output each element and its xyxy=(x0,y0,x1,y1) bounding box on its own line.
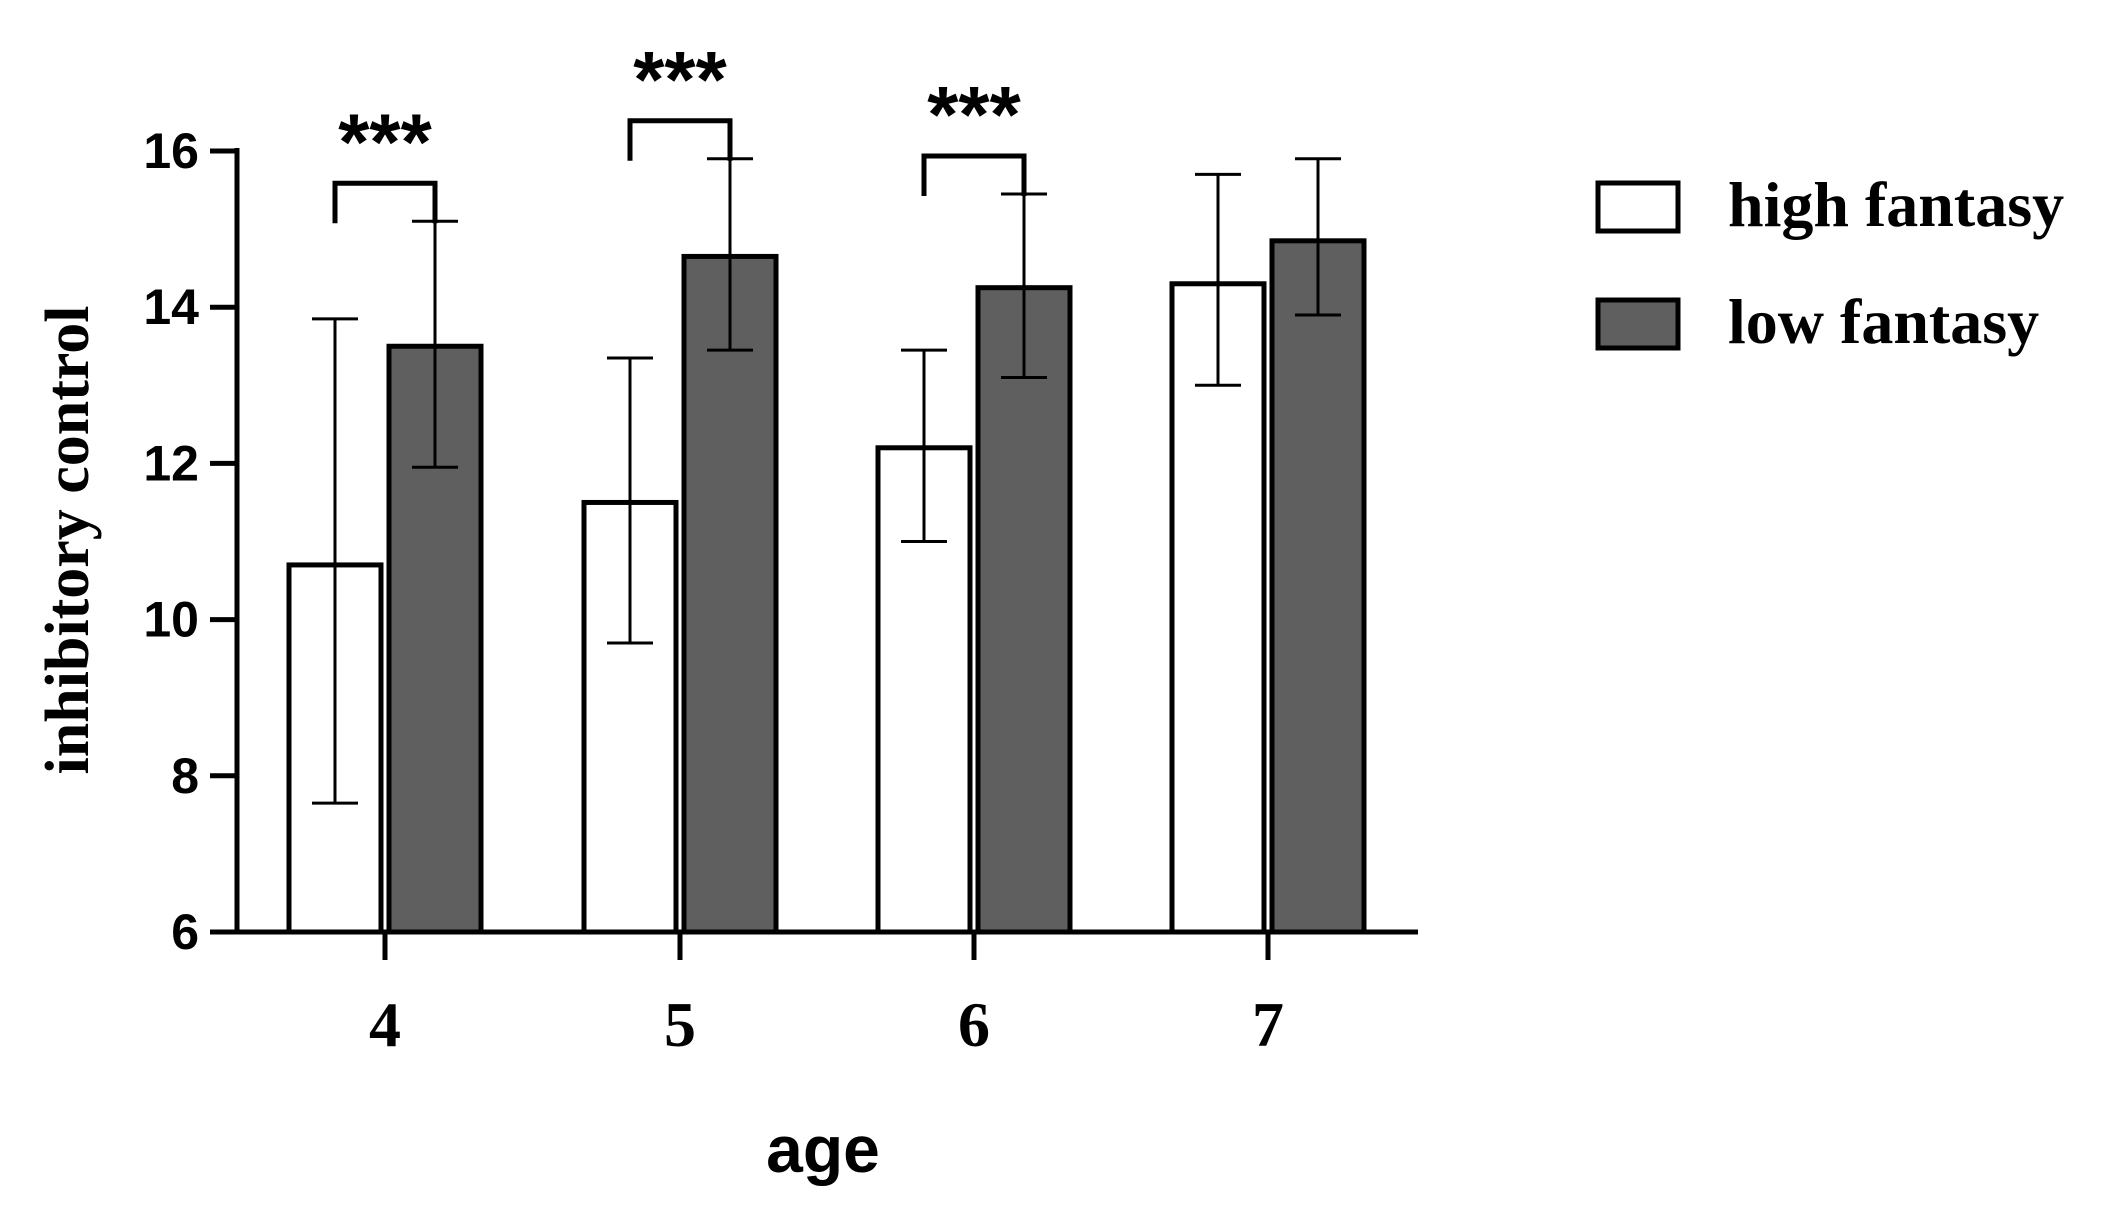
y-tick-label: 6 xyxy=(171,904,199,960)
legend-swatch xyxy=(1595,297,1681,351)
significance-label: *** xyxy=(927,70,1021,159)
axes: 6 8 10 12 14 16 4 5 6 7 xyxy=(143,123,1418,1060)
significance-bracket-age-4: *** xyxy=(332,97,438,224)
significance-label: *** xyxy=(633,35,727,124)
significance-bracket-age-6: *** xyxy=(921,70,1027,196)
legend-item-low-fantasy: low fantasy xyxy=(1595,286,2039,357)
y-tick-label: 10 xyxy=(143,592,199,648)
error-bar-high-fantasy-age-6 xyxy=(901,348,947,543)
legend: high fantasy low fantasy xyxy=(1595,169,2064,357)
error-bar-high-fantasy-age-7 xyxy=(1195,172,1241,387)
legend-swatch xyxy=(1595,180,1681,234)
legend-label: low fantasy xyxy=(1728,286,2039,357)
plot-area xyxy=(286,157,1367,935)
x-tick-label: 7 xyxy=(1252,989,1284,1060)
y-axis-title: inhibitory control xyxy=(34,305,102,774)
legend-item-high-fantasy: high fantasy xyxy=(1595,169,2064,240)
legend-label: high fantasy xyxy=(1728,169,2064,240)
bar-low-fantasy-age-5 xyxy=(681,253,779,935)
bar-low-fantasy-age-7 xyxy=(1269,238,1367,935)
error-bar-low-fantasy-age-7 xyxy=(1295,157,1341,317)
error-bar-high-fantasy-age-5 xyxy=(607,356,653,645)
x-tick-label: 6 xyxy=(958,989,990,1060)
significance-label: *** xyxy=(338,97,432,186)
x-axis-title: age xyxy=(766,1112,880,1186)
bar-low-fantasy-age-6 xyxy=(975,285,1073,935)
x-tick-label: 5 xyxy=(664,989,696,1060)
error-bar-high-fantasy-age-4 xyxy=(312,317,358,805)
significance-annotations: *** *** *** xyxy=(332,35,1027,224)
y-tick-label: 16 xyxy=(143,123,199,179)
x-tick-label: 4 xyxy=(369,989,401,1060)
y-tick-label: 14 xyxy=(143,279,199,335)
y-tick-label: 12 xyxy=(143,435,199,491)
y-tick-label: 8 xyxy=(171,748,199,804)
significance-bracket-age-5: *** xyxy=(627,35,733,161)
